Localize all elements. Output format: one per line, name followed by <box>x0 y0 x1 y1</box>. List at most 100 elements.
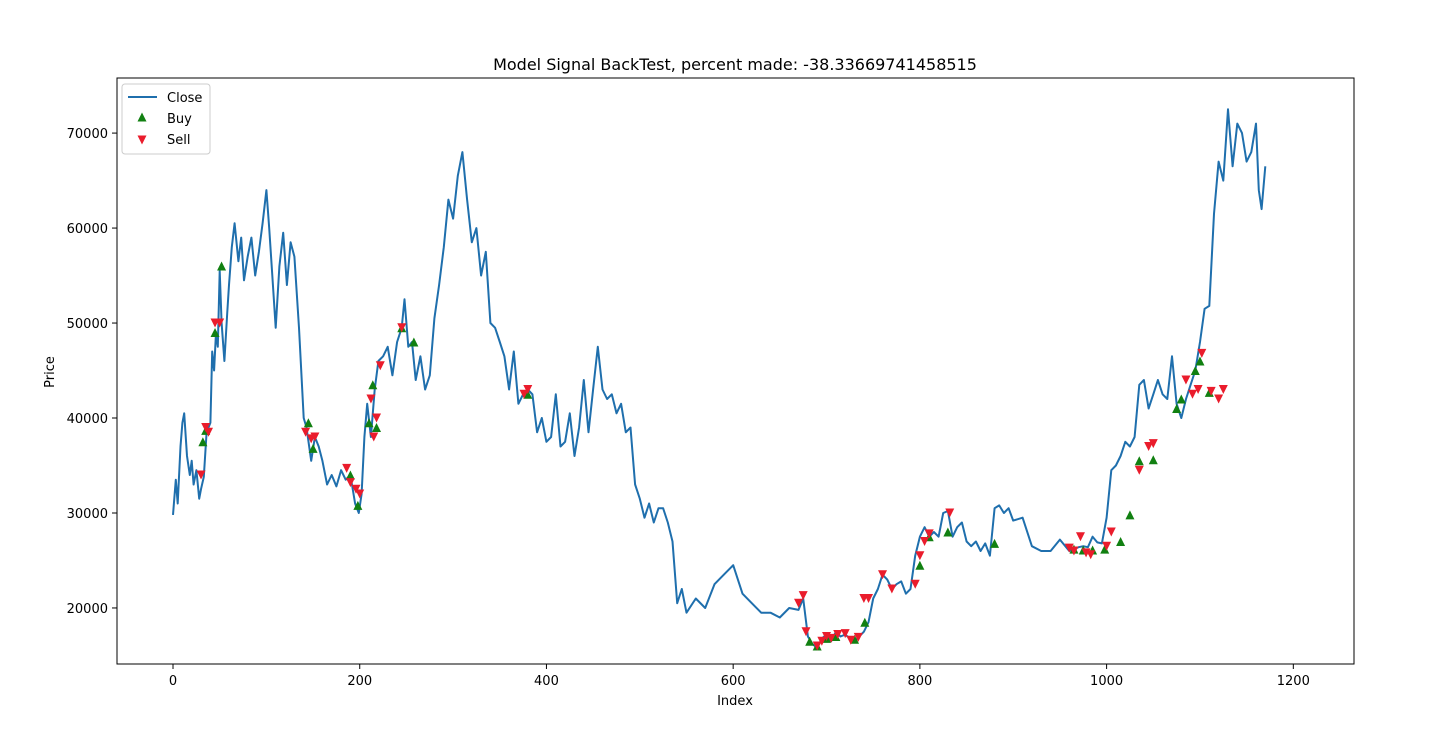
sell-signal-marker <box>215 318 225 328</box>
buy-signal-marker <box>1195 356 1205 366</box>
sell-signal-marker <box>945 508 955 518</box>
buy-signal-marker <box>523 389 533 399</box>
sell-signal-marker <box>1075 532 1085 542</box>
sell-signal-marker <box>1102 541 1112 551</box>
sell-signal-marker <box>798 591 808 601</box>
close-price-line <box>172 108 1267 649</box>
sell-signal-marker <box>887 584 897 594</box>
sell-signal-marker <box>878 570 888 580</box>
sell-signal-marker <box>846 635 856 645</box>
plot-area <box>116 77 1355 665</box>
sell-signal-marker <box>355 489 365 499</box>
x-tick-label: 0 <box>169 674 177 689</box>
y-tick-label: 50000 <box>67 317 108 332</box>
sell-signal-marker <box>1197 348 1207 358</box>
sell-signal-marker <box>840 629 850 639</box>
sell-signal-marker <box>345 478 355 488</box>
buy-signal-marker <box>1172 404 1182 414</box>
y-tick-label: 30000 <box>67 507 108 522</box>
sell-signal-marker <box>1086 550 1096 560</box>
sell-signal-marker <box>864 593 874 603</box>
buy-signal-marker <box>915 560 925 570</box>
x-axis-label: Index <box>717 694 753 709</box>
buy-signal-marker <box>345 470 355 480</box>
buy-signal-marker <box>364 418 374 428</box>
legend-buy-label: Buy <box>167 112 192 127</box>
sell-signal-marker <box>1069 546 1079 556</box>
legend-buy-marker <box>137 112 147 122</box>
sell-signal-marker <box>301 427 311 437</box>
sell-signal-marker <box>833 630 843 640</box>
sell-signal-marker <box>375 361 385 371</box>
x-tick-label: 400 <box>534 674 559 689</box>
sell-signal-marker <box>369 432 379 442</box>
y-axis-label: Price <box>43 356 58 388</box>
buy-signal-marker <box>303 418 313 428</box>
buy-signal-marker <box>860 617 870 627</box>
sell-signal-marker <box>1187 389 1197 399</box>
sell-signal-marker <box>351 484 361 494</box>
sell-signal-marker <box>1181 375 1191 385</box>
y-tick-label: 70000 <box>67 127 108 142</box>
buy-signal-marker <box>1190 366 1200 376</box>
buy-signal-marker <box>198 437 208 447</box>
buy-signal-marker <box>308 443 318 453</box>
sell-signal-marker <box>920 536 930 546</box>
series-layer <box>172 108 1267 651</box>
sell-signal-marker <box>201 423 211 433</box>
y-axis: 20000 30000 40000 50000 60000 70000 <box>67 127 117 617</box>
sell-signal-marker <box>342 463 352 473</box>
sell-signal-marker <box>397 323 407 333</box>
sell-signal-marker <box>196 470 206 480</box>
x-tick-label: 800 <box>907 674 932 689</box>
sell-signal-marker <box>1148 439 1158 449</box>
buy-signal-marker <box>368 380 378 390</box>
sell-signal-marker <box>853 632 863 642</box>
sell-signal-marker <box>812 641 822 651</box>
legend-close-label: Close <box>167 91 202 106</box>
buy-signal-marker <box>1176 394 1186 404</box>
buy-signal-marker <box>372 423 382 433</box>
buy-signal-marker <box>1116 536 1126 546</box>
sell-signal-marker <box>1206 386 1216 396</box>
sell-signal-marker <box>1144 442 1154 452</box>
x-tick-label: 1000 <box>1090 674 1123 689</box>
buy-signal-marker <box>1100 544 1110 554</box>
sell-signal-marker <box>523 385 533 395</box>
sell-signal-marker <box>794 598 804 608</box>
sell-signal-marker <box>1218 385 1228 395</box>
sell-signal-marker <box>817 636 827 646</box>
plot-background <box>117 78 1354 664</box>
sell-signal-marker <box>924 529 934 539</box>
sell-signal-marker <box>1193 385 1203 395</box>
legend: Close Buy Sell <box>121 83 211 155</box>
buy-signal-marker <box>353 500 363 510</box>
sell-signal-marker <box>826 633 836 643</box>
buy-signal-marker <box>210 328 220 338</box>
buy-signal-marker <box>409 337 419 347</box>
y-tick-label: 20000 <box>67 602 108 617</box>
plot-frame <box>116 77 1355 665</box>
buy-signal-marker <box>217 261 227 271</box>
legend-sell-label: Sell <box>167 133 190 148</box>
x-tick-label: 600 <box>721 674 746 689</box>
sell-signal-marker <box>801 627 811 637</box>
x-tick-label: 1200 <box>1277 674 1310 689</box>
buy-signal-marker <box>1134 456 1144 466</box>
legend-sell-marker <box>137 135 147 145</box>
buy-signal-marker <box>1148 455 1158 465</box>
sell-signal-marker <box>910 579 920 589</box>
sell-signal-marker <box>1106 527 1116 537</box>
sell-signal-marker <box>915 551 925 561</box>
buy-signal-marker <box>990 538 1000 548</box>
x-axis: 0 200 400 600 800 1000 1200 <box>169 664 1310 689</box>
buy-signal-marker <box>1125 510 1135 520</box>
chart-title: Model Signal BackTest, percent made: -38… <box>493 55 977 74</box>
x-tick-label: 200 <box>347 674 372 689</box>
buy-signal-marker <box>943 527 953 537</box>
sell-signal-marker <box>366 394 376 404</box>
sell-signal-marker <box>203 427 213 437</box>
sell-signal-marker <box>1064 543 1074 553</box>
sell-signal-marker <box>1214 394 1224 404</box>
